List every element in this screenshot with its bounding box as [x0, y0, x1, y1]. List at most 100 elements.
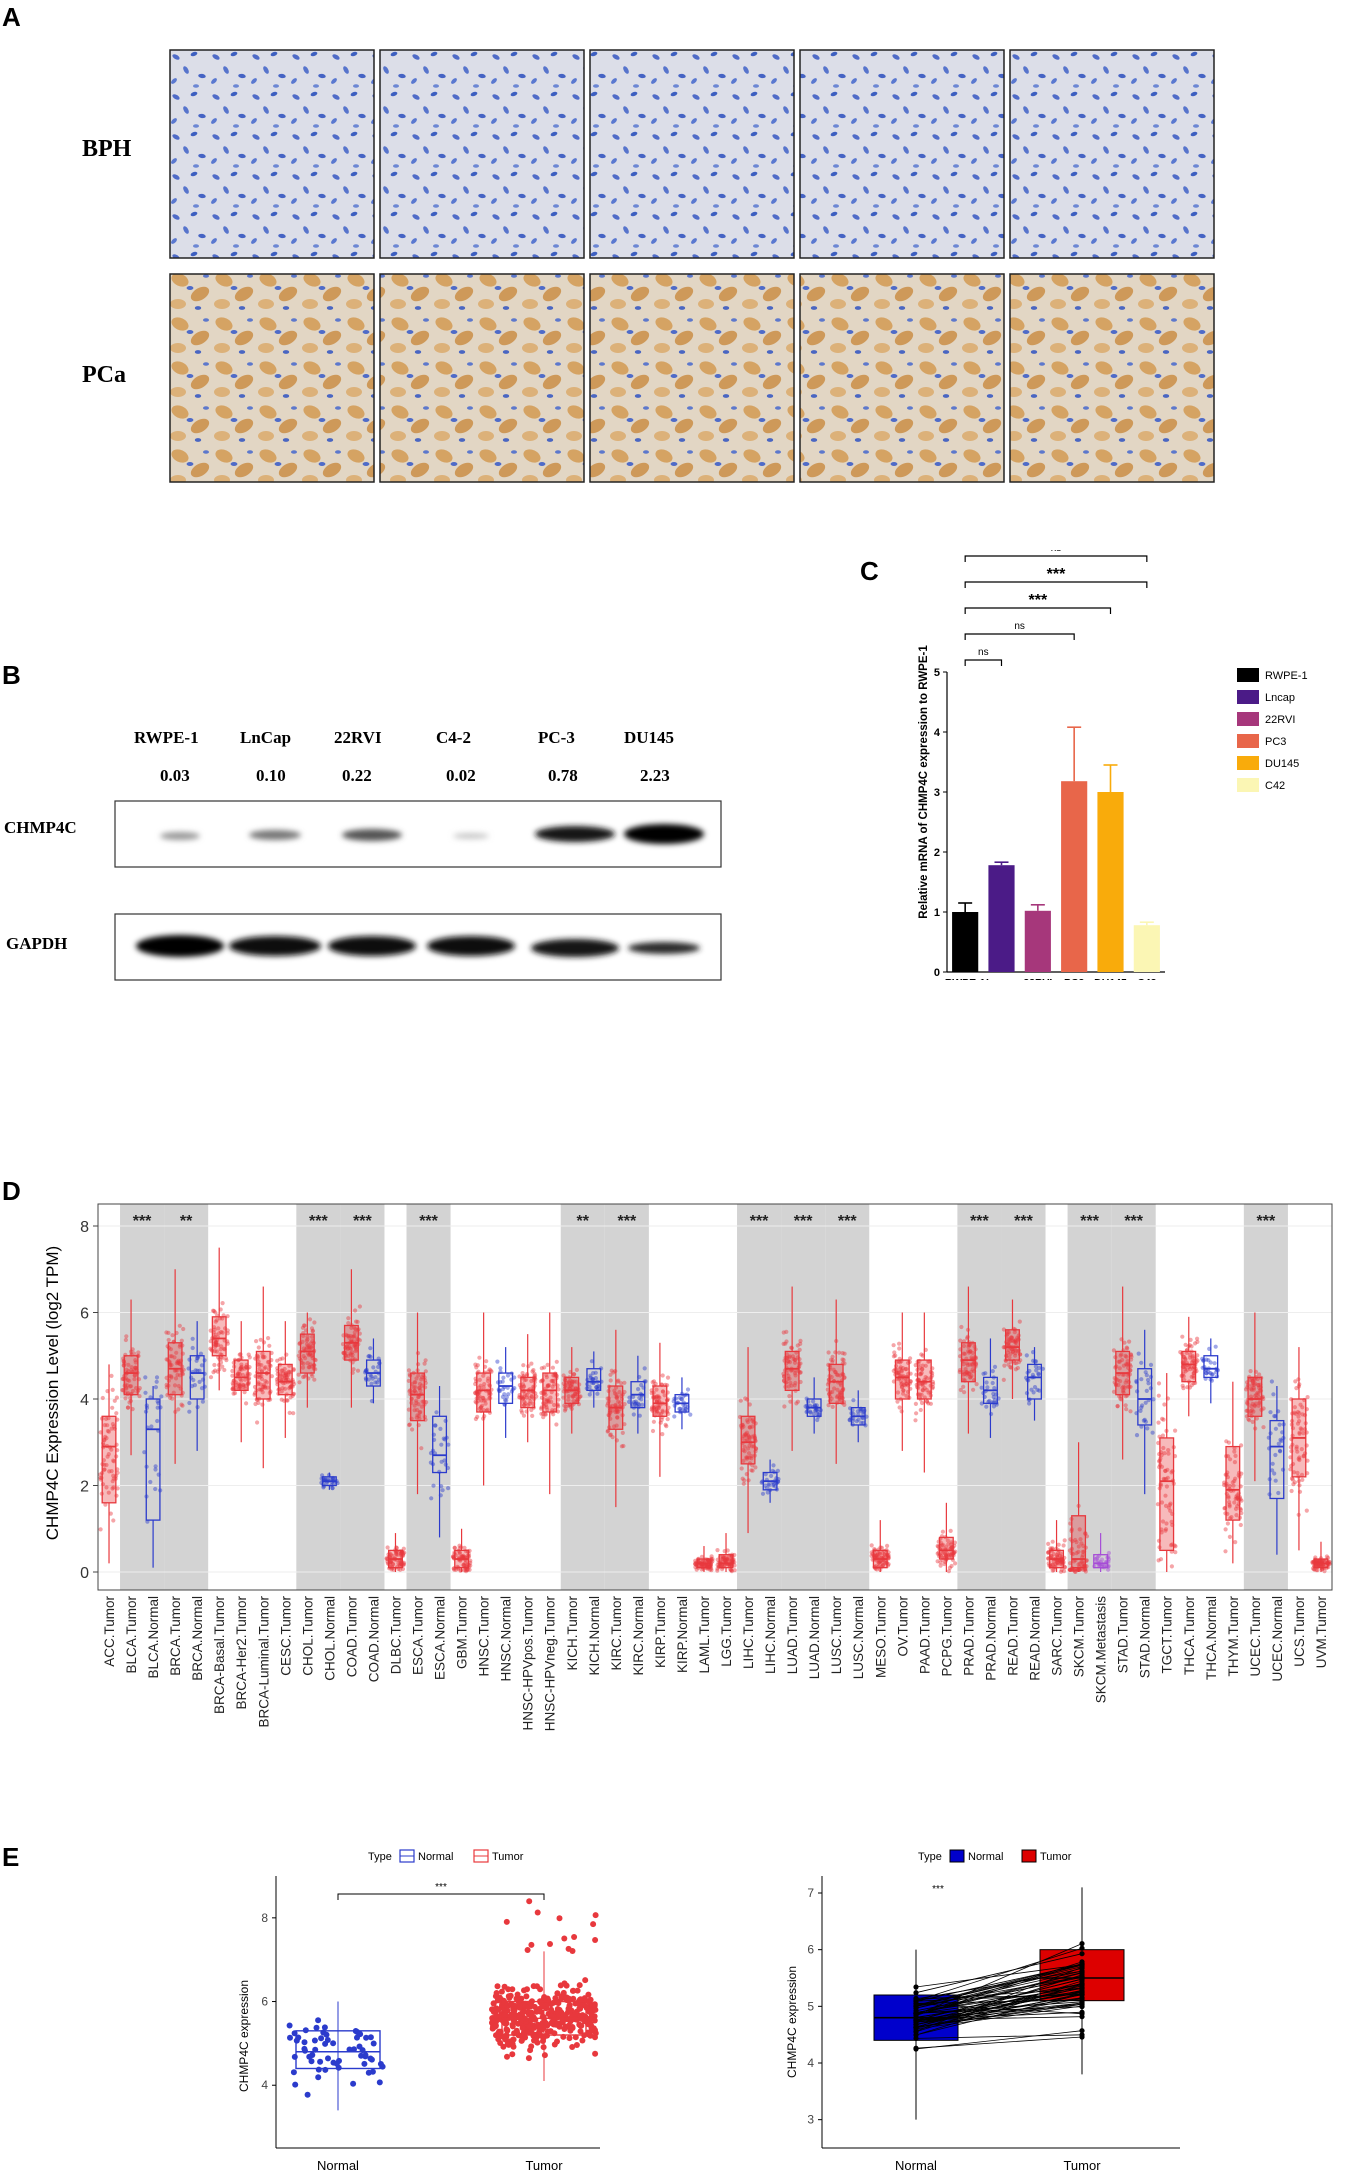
- d-point: [235, 1372, 240, 1378]
- er-point: [1079, 1976, 1085, 1982]
- d-point: [655, 1409, 660, 1414]
- panel-letter-d: D: [2, 1176, 21, 1206]
- d-point: [505, 1373, 511, 1378]
- d-point: [831, 1367, 836, 1372]
- d-point: [292, 1381, 297, 1387]
- d-xtick-label: BLCA.Tumor: [124, 1596, 139, 1674]
- d-xtick-label: CHOL.Tumor: [300, 1596, 315, 1676]
- d-point: [981, 1371, 986, 1376]
- d-point: [235, 1371, 240, 1376]
- el-point: [505, 1986, 512, 1993]
- d-point: [792, 1371, 798, 1376]
- d-point: [136, 1350, 141, 1355]
- d-point: [305, 1337, 310, 1342]
- lane-value-6: 2.23: [640, 766, 670, 785]
- d-point: [479, 1398, 484, 1403]
- d-point: [530, 1413, 535, 1418]
- d-point: [527, 1401, 532, 1406]
- d-point: [595, 1391, 600, 1396]
- d-xtick-label: BRCA-Basal.Tumor: [212, 1596, 227, 1715]
- d-point: [874, 1567, 879, 1572]
- d-point: [484, 1359, 489, 1364]
- d-point: [225, 1331, 230, 1336]
- d-point: [500, 1379, 505, 1384]
- chmp4c-bands: [160, 824, 704, 844]
- d-point: [527, 1396, 532, 1401]
- d-point: [477, 1355, 482, 1360]
- d-point: [477, 1394, 482, 1399]
- d-point: [237, 1369, 242, 1374]
- d-point: [108, 1511, 113, 1516]
- d-point: [1210, 1372, 1215, 1377]
- d-point: [166, 1337, 171, 1343]
- d-point: [242, 1390, 247, 1395]
- d-point: [587, 1392, 592, 1397]
- d-point: [650, 1380, 655, 1385]
- d-point: [301, 1361, 306, 1366]
- d-point: [428, 1460, 433, 1465]
- d-point: [621, 1443, 626, 1449]
- d-point: [729, 1569, 735, 1574]
- d-point: [1223, 1527, 1228, 1532]
- el-point: [291, 2053, 298, 2060]
- d-point: [450, 1554, 456, 1559]
- d-point: [826, 1350, 831, 1355]
- d-point: [830, 1389, 835, 1395]
- d-point: [760, 1491, 766, 1496]
- el-point: [287, 2034, 293, 2041]
- d-point: [940, 1529, 946, 1534]
- el-significance: ***: [337, 1882, 545, 1900]
- d-point: [216, 1342, 221, 1348]
- d-point: [784, 1329, 789, 1334]
- d-point: [891, 1354, 897, 1359]
- d-point: [369, 1381, 374, 1386]
- d-point: [1135, 1389, 1140, 1394]
- d-point: [1238, 1522, 1243, 1528]
- d-point: [368, 1354, 373, 1359]
- d-point: [476, 1398, 481, 1403]
- d-box: [277, 1363, 293, 1396]
- d-point: [278, 1373, 283, 1378]
- d-xtick-label: THCA.Normal: [1204, 1596, 1219, 1680]
- d-xtick-label: HNSC-HPVpos.Tumor: [521, 1596, 536, 1731]
- el-point: [556, 1915, 563, 1922]
- d-point: [413, 1380, 418, 1385]
- d-point: [213, 1343, 218, 1348]
- pca-image-3: [589, 273, 795, 483]
- d-point: [260, 1387, 265, 1392]
- d-point: [612, 1388, 617, 1393]
- d-point: [1124, 1407, 1129, 1412]
- gapdh-band-1: [136, 935, 224, 957]
- d-point: [177, 1344, 182, 1349]
- el-point: [492, 1993, 499, 2000]
- d-point: [744, 1437, 750, 1442]
- d-point: [236, 1382, 242, 1387]
- d-point: [1139, 1405, 1144, 1410]
- d-point: [749, 1454, 754, 1459]
- d-point: [106, 1429, 111, 1434]
- d-point: [816, 1409, 821, 1414]
- d-point: [657, 1395, 662, 1400]
- d-point: [464, 1569, 469, 1574]
- lane-name-1: RWPE-1: [134, 728, 199, 747]
- el-sig-label: ***: [435, 1882, 447, 1893]
- d-point: [1014, 1361, 1019, 1366]
- d-point: [1029, 1387, 1034, 1392]
- d-point: [593, 1370, 598, 1375]
- d-point: [125, 1405, 131, 1410]
- d-point: [798, 1370, 803, 1375]
- d-point: [786, 1384, 791, 1389]
- d-point: [725, 1556, 730, 1561]
- d-point: [155, 1418, 160, 1424]
- d-point: [665, 1417, 670, 1422]
- d-point: [566, 1384, 571, 1389]
- d-point: [353, 1308, 358, 1313]
- d-point: [652, 1396, 657, 1401]
- d-point: [384, 1556, 389, 1561]
- c-sig-bracket: [964, 581, 1148, 588]
- el-point: [537, 2024, 544, 2031]
- el-point: [592, 1912, 599, 1919]
- d-point: [529, 1394, 534, 1399]
- d-point: [109, 1426, 114, 1431]
- d-point: [239, 1367, 244, 1372]
